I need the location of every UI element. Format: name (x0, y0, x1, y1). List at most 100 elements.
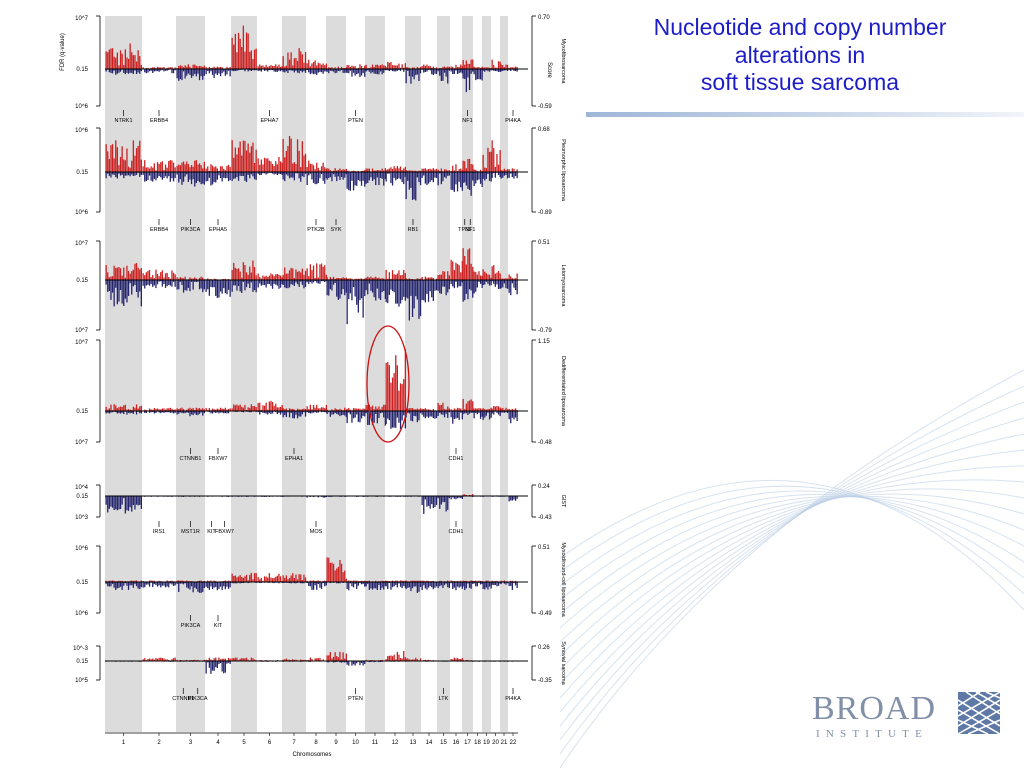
gain-bar (263, 67, 266, 69)
logo-subword: INSTITUTE (816, 728, 929, 740)
loss-bar (107, 280, 109, 292)
loss-bar (334, 69, 336, 74)
gain-bar (134, 55, 136, 69)
gain-bar (418, 409, 420, 411)
loss-bar (234, 172, 236, 179)
gain-bar (192, 64, 194, 69)
loss-bar (296, 69, 299, 73)
gain-bar (231, 140, 233, 172)
loss-bar (418, 411, 420, 421)
gain-bar (118, 165, 120, 172)
gain-bar (139, 406, 141, 411)
loss-bar (348, 280, 350, 300)
loss-bar (407, 582, 409, 588)
gain-bar (510, 67, 512, 69)
gain-bar (268, 401, 270, 411)
gain-bar (334, 278, 336, 280)
gain-bar (468, 158, 471, 172)
loss-bar (126, 496, 128, 511)
loss-bar (432, 582, 434, 590)
gain-bar (132, 140, 134, 172)
gain-bar (231, 270, 233, 280)
gain-bar (216, 408, 218, 411)
gain-bar (401, 580, 403, 582)
loss-bar (140, 582, 142, 587)
gain-bar (176, 408, 178, 411)
gene-label: PTK2B (307, 227, 325, 233)
loss-bar (250, 172, 252, 175)
gain-bar (268, 573, 270, 582)
loss-bar (475, 69, 477, 81)
gain-bar (490, 407, 492, 411)
loss-bar (203, 280, 205, 290)
loss-bar (293, 280, 295, 286)
loss-bar (378, 661, 380, 663)
gain-bar (148, 168, 151, 172)
gain-bar (153, 163, 155, 172)
loss-bar (447, 280, 449, 293)
gain-bar (276, 164, 278, 172)
gain-bar (375, 170, 377, 172)
loss-bar (164, 280, 167, 288)
loss-bar (326, 172, 328, 180)
loss-bar (127, 172, 130, 176)
loss-bar (496, 411, 498, 413)
loss-bar (241, 172, 243, 176)
loss-bar (500, 280, 502, 289)
loss-bar (233, 582, 235, 584)
gain-bar (153, 278, 155, 280)
loss-bar (139, 280, 141, 292)
loss-bar (378, 172, 380, 186)
loss-bar (494, 280, 496, 287)
gain-bar (403, 580, 405, 582)
gain-bar (129, 580, 131, 582)
gain-bar (470, 164, 472, 172)
gain-bar (267, 277, 269, 280)
wave-decoration (560, 369, 1024, 768)
chromosome-tick-label: 13 (410, 740, 417, 746)
loss-bar (456, 411, 459, 418)
gain-bar (194, 277, 196, 280)
gain-bar (493, 148, 495, 172)
gain-bar (296, 579, 299, 582)
gene-label: PTEN (348, 118, 363, 124)
loss-bar (346, 411, 348, 424)
gain-bar (360, 66, 363, 69)
q-bottom-label: 10^5 (75, 678, 88, 684)
wave-line (560, 479, 1024, 671)
gain-bar (464, 64, 466, 69)
loss-bar (290, 280, 292, 285)
gain-bar (247, 580, 249, 582)
loss-bar (405, 582, 407, 590)
loss-bar (257, 280, 259, 288)
loss-bar (184, 69, 186, 79)
gain-bar (340, 563, 343, 582)
loss-bar (479, 582, 482, 585)
loss-bar (281, 172, 283, 175)
gain-bar (453, 408, 455, 411)
loss-bar (332, 69, 335, 72)
gain-bar (271, 274, 274, 280)
loss-bar (172, 411, 175, 414)
loss-bar (179, 172, 181, 180)
loss-bar (278, 582, 280, 584)
loss-bar (413, 69, 415, 80)
loss-bar (468, 280, 471, 290)
loss-bar (153, 582, 155, 585)
gain-bar (453, 657, 455, 661)
gain-bar (309, 404, 311, 411)
y-axis-label: FDR (q-value) (60, 33, 66, 71)
loss-bar (331, 280, 333, 291)
gain-bar (348, 170, 350, 172)
loss-bar (205, 661, 207, 674)
gain-bar (182, 278, 185, 280)
loss-bar (478, 411, 480, 414)
loss-bar (210, 582, 212, 587)
gain-bar (479, 580, 482, 582)
q-bottom-label: 10^3 (75, 515, 88, 521)
gain-bar (398, 654, 400, 661)
loss-bar (345, 172, 347, 175)
loss-bar (161, 582, 163, 586)
gain-bar (166, 167, 168, 172)
